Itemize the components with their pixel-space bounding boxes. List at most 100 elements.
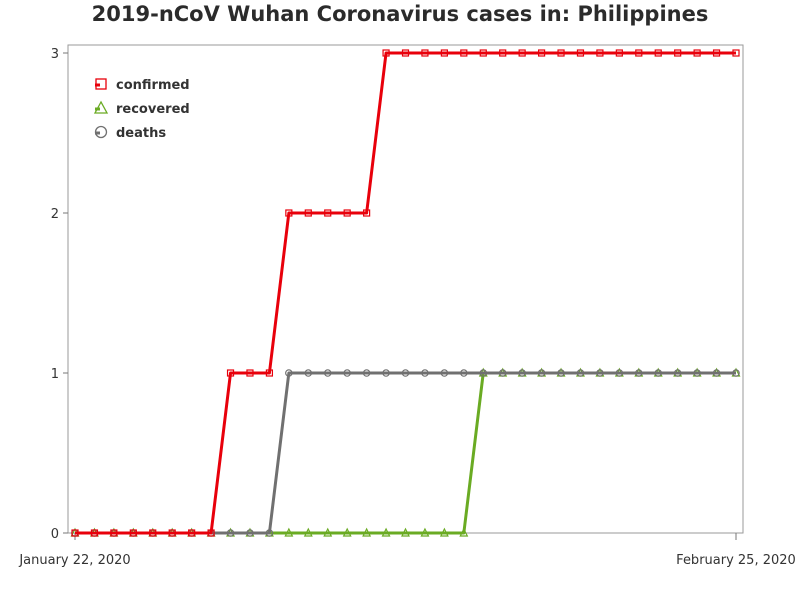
data-point-confirmed	[207, 529, 215, 537]
data-point-confirmed	[537, 49, 546, 57]
x-axis: January 22, 2020 February 25, 2020	[18, 533, 796, 568]
data-point-deaths	[732, 369, 740, 377]
legend-item-deaths: deaths	[94, 125, 166, 141]
data-point-deaths	[518, 369, 526, 377]
data-point-confirmed	[421, 49, 429, 57]
legend: confirmed recovered deaths	[93, 78, 190, 141]
data-point-deaths	[537, 369, 546, 377]
data-point-confirmed	[71, 529, 79, 537]
data-point-confirmed	[401, 49, 410, 57]
data-point-deaths	[634, 369, 643, 377]
data-point-recovered	[459, 527, 469, 537]
data-point-deaths	[304, 369, 313, 377]
data-point-confirmed	[343, 209, 351, 217]
series-confirmed	[71, 49, 740, 537]
data-point-confirmed	[285, 209, 293, 217]
data-point-confirmed	[499, 49, 507, 57]
data-point-confirmed	[265, 369, 274, 377]
legend-circle-icon	[94, 125, 108, 139]
data-point-deaths	[226, 529, 235, 537]
data-point-deaths	[498, 369, 507, 377]
series-line-deaths	[75, 371, 736, 535]
legend-item-confirmed: confirmed	[95, 78, 190, 93]
legend-label: deaths	[116, 126, 166, 141]
data-point-recovered	[284, 527, 294, 537]
data-point-deaths	[440, 369, 449, 377]
data-point-recovered	[420, 527, 430, 537]
data-point-confirmed	[479, 49, 487, 57]
data-point-recovered	[342, 527, 352, 537]
legend-triangle-icon	[93, 100, 109, 114]
x-tick-label: February 25, 2020	[676, 553, 796, 568]
series-deaths	[71, 369, 740, 537]
data-point-deaths	[323, 369, 332, 377]
data-point-deaths	[596, 369, 604, 377]
data-point-recovered	[323, 527, 333, 537]
data-point-confirmed	[693, 49, 701, 57]
data-point-confirmed	[129, 529, 137, 537]
data-point-deaths	[673, 369, 682, 377]
data-point-confirmed	[304, 209, 312, 217]
data-point-deaths	[421, 369, 429, 377]
data-point-deaths	[343, 369, 351, 377]
y-tick-label: 1	[51, 367, 59, 382]
data-point-confirmed	[635, 49, 643, 57]
data-point-deaths	[557, 369, 565, 377]
data-point-deaths	[285, 369, 293, 377]
data-point-confirmed	[654, 49, 662, 57]
legend-label: recovered	[116, 102, 190, 117]
data-point-deaths	[615, 369, 624, 377]
series-layer	[70, 49, 741, 537]
x-tick-label: January 22, 2020	[18, 553, 130, 568]
data-point-confirmed	[149, 529, 157, 537]
legend-square-icon	[95, 78, 107, 90]
data-point-confirmed	[674, 49, 682, 57]
data-point-deaths	[362, 369, 371, 377]
data-point-deaths	[479, 369, 488, 377]
data-point-confirmed	[382, 49, 390, 57]
data-point-confirmed	[168, 529, 176, 537]
plot-frame	[67, 44, 744, 534]
data-point-confirmed	[576, 49, 585, 57]
data-point-deaths	[382, 369, 390, 377]
data-point-confirmed	[518, 49, 526, 57]
data-point-confirmed	[226, 369, 235, 377]
data-point-recovered	[362, 527, 372, 537]
data-point-deaths	[265, 529, 274, 537]
legend-label: confirmed	[116, 78, 190, 93]
series-line-recovered	[75, 371, 736, 535]
data-point-deaths	[401, 369, 410, 377]
data-point-confirmed	[440, 49, 448, 57]
series-line-confirmed	[75, 51, 736, 535]
series-recovered	[70, 367, 741, 537]
data-point-recovered	[439, 527, 449, 537]
data-point-confirmed	[615, 49, 623, 57]
data-point-deaths	[693, 369, 701, 377]
data-point-confirmed	[557, 49, 565, 57]
data-point-deaths	[246, 529, 254, 537]
data-point-deaths	[712, 369, 721, 377]
data-point-confirmed	[460, 49, 468, 57]
data-point-recovered	[381, 527, 391, 537]
data-point-confirmed	[712, 49, 721, 57]
y-tick-label: 3	[51, 47, 59, 62]
chart-title: 2019-nCoV Wuhan Coronavirus cases in: Ph…	[91, 2, 709, 26]
data-point-confirmed	[90, 529, 99, 537]
legend-item-recovered: recovered	[93, 100, 190, 117]
data-point-deaths	[460, 369, 468, 377]
data-point-confirmed	[188, 529, 196, 537]
y-tick-label: 2	[51, 207, 59, 222]
data-point-confirmed	[363, 209, 371, 217]
y-axis: 0 1 2 3	[51, 47, 68, 542]
data-point-recovered	[303, 527, 313, 537]
data-point-confirmed	[596, 49, 604, 57]
data-point-confirmed	[246, 369, 254, 377]
data-point-deaths	[654, 369, 663, 377]
data-point-confirmed	[324, 209, 332, 217]
data-point-confirmed	[110, 529, 118, 537]
y-tick-label: 0	[51, 527, 59, 542]
data-point-deaths	[576, 369, 585, 377]
data-point-confirmed	[732, 49, 740, 57]
data-point-recovered	[401, 527, 410, 537]
